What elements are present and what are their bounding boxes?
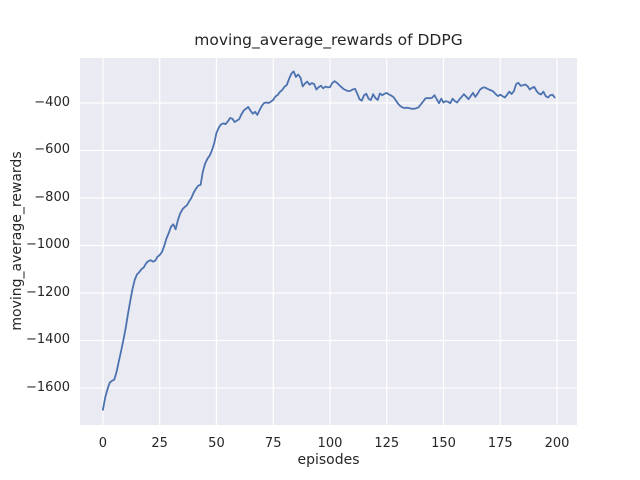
series-line: [102, 70, 556, 411]
plot-area: [80, 58, 577, 425]
y-tick-label: −600: [34, 142, 70, 158]
x-tick-label: 150: [431, 436, 456, 451]
y-tick-label: −800: [34, 189, 70, 205]
x-tick-label: 100: [317, 436, 343, 451]
x-tick-label: 0: [98, 436, 108, 451]
y-tick-label: −1000: [26, 237, 70, 253]
x-tick-label: 200: [544, 436, 570, 451]
x-tick-label: 75: [264, 436, 282, 451]
x-tick-label: 175: [487, 436, 513, 451]
y-tick-label: −1400: [26, 332, 70, 348]
y-tick-label: −400: [34, 94, 70, 110]
x-axis-label: episodes: [297, 452, 360, 468]
x-tick-label: 25: [151, 436, 168, 451]
x-tick-label: 50: [208, 436, 225, 451]
chart-title: moving_average_rewards of DDPG: [194, 31, 463, 49]
y-tick-label: −1600: [26, 379, 70, 395]
y-tick-label: −1200: [26, 284, 70, 300]
x-tick-label: 125: [374, 436, 400, 451]
